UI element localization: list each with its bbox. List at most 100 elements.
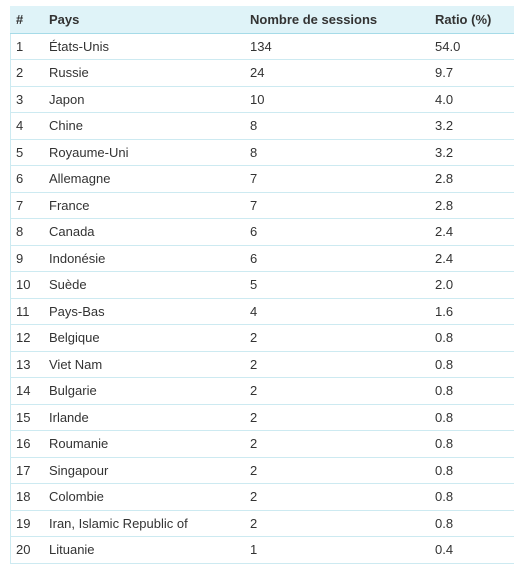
table-row: 15 Irlande 2 0.8 <box>10 404 514 431</box>
table-row: 5 Royaume-Uni 8 3.2 <box>10 139 514 166</box>
column-header-ratio: Ratio (%) <box>429 6 514 34</box>
sessions-cell: 2 <box>244 377 429 405</box>
sessions-cell: 7 <box>244 165 429 193</box>
country-cell: Chine <box>43 112 244 140</box>
rank-cell: 5 <box>10 139 43 166</box>
column-header-rank: # <box>10 6 43 34</box>
column-header-sessions: Nombre de sessions <box>244 6 429 34</box>
table-row: 6 Allemagne 7 2.8 <box>10 165 514 193</box>
rank-cell: 19 <box>10 510 43 537</box>
country-cell: États-Unis <box>43 33 244 60</box>
ratio-cell: 2.4 <box>429 245 514 272</box>
country-cell: Allemagne <box>43 165 244 193</box>
table-row: 2 Russie 24 9.7 <box>10 59 514 87</box>
ratio-cell: 3.2 <box>429 139 514 166</box>
sessions-cell: 24 <box>244 59 429 87</box>
table-row: 19 Iran, Islamic Republic of 2 0.8 <box>10 510 514 537</box>
country-cell: Singapour <box>43 457 244 484</box>
table-row: 12 Belgique 2 0.8 <box>10 324 514 352</box>
ratio-cell: 54.0 <box>429 33 514 60</box>
country-cell: Russie <box>43 59 244 87</box>
table-row: 11 Pays-Bas 4 1.6 <box>10 298 514 325</box>
table-row: 20 Lituanie 1 0.4 <box>10 536 514 564</box>
rank-cell: 20 <box>10 536 43 564</box>
table-row: 4 Chine 8 3.2 <box>10 112 514 140</box>
sessions-cell: 6 <box>244 218 429 246</box>
sessions-cell: 4 <box>244 298 429 325</box>
table-row: 3 Japon 10 4.0 <box>10 86 514 113</box>
country-cell: Viet Nam <box>43 351 244 378</box>
table-row: 1 États-Unis 134 54.0 <box>10 33 514 60</box>
rank-cell: 7 <box>10 192 43 219</box>
ratio-cell: 0.8 <box>429 351 514 378</box>
table-header-row: # Pays Nombre de sessions Ratio (%) <box>10 6 514 34</box>
ratio-cell: 4.0 <box>429 86 514 113</box>
country-cell: Japon <box>43 86 244 113</box>
sessions-cell: 2 <box>244 404 429 431</box>
rank-cell: 4 <box>10 112 43 140</box>
rank-cell: 9 <box>10 245 43 272</box>
table-row: 8 Canada 6 2.4 <box>10 218 514 246</box>
ratio-cell: 0.8 <box>429 430 514 458</box>
country-cell: Royaume-Uni <box>43 139 244 166</box>
ratio-cell: 0.8 <box>429 510 514 537</box>
rank-cell: 3 <box>10 86 43 113</box>
rank-cell: 13 <box>10 351 43 378</box>
ratio-cell: 0.8 <box>429 404 514 431</box>
rank-cell: 1 <box>10 33 43 60</box>
ratio-cell: 2.0 <box>429 271 514 299</box>
country-cell: France <box>43 192 244 219</box>
rank-cell: 14 <box>10 377 43 405</box>
sessions-cell: 8 <box>244 112 429 140</box>
ratio-cell: 1.6 <box>429 298 514 325</box>
rank-cell: 10 <box>10 271 43 299</box>
country-cell: Canada <box>43 218 244 246</box>
ratio-cell: 0.4 <box>429 536 514 564</box>
rank-cell: 11 <box>10 298 43 325</box>
sessions-cell: 5 <box>244 271 429 299</box>
sessions-cell: 6 <box>244 245 429 272</box>
country-cell: Belgique <box>43 324 244 352</box>
ratio-cell: 0.8 <box>429 483 514 511</box>
rank-cell: 15 <box>10 404 43 431</box>
rank-cell: 6 <box>10 165 43 193</box>
ratio-cell: 2.4 <box>429 218 514 246</box>
rank-cell: 16 <box>10 430 43 458</box>
table-row: 9 Indonésie 6 2.4 <box>10 245 514 272</box>
country-cell: Roumanie <box>43 430 244 458</box>
ratio-cell: 0.8 <box>429 324 514 352</box>
sessions-cell: 1 <box>244 536 429 564</box>
sessions-cell: 2 <box>244 430 429 458</box>
sessions-cell: 2 <box>244 510 429 537</box>
country-cell: Iran, Islamic Republic of <box>43 510 244 537</box>
country-cell: Suède <box>43 271 244 299</box>
sessions-cell: 10 <box>244 86 429 113</box>
rank-cell: 18 <box>10 483 43 511</box>
table-row: 18 Colombie 2 0.8 <box>10 483 514 511</box>
country-cell: Lituanie <box>43 536 244 564</box>
table-row: 14 Bulgarie 2 0.8 <box>10 377 514 405</box>
ratio-cell: 3.2 <box>429 112 514 140</box>
table-row: 13 Viet Nam 2 0.8 <box>10 351 514 378</box>
sessions-cell: 2 <box>244 457 429 484</box>
country-cell: Indonésie <box>43 245 244 272</box>
rank-cell: 2 <box>10 59 43 87</box>
ratio-cell: 0.8 <box>429 377 514 405</box>
sessions-by-country-table: # Pays Nombre de sessions Ratio (%) 1 Éta… <box>10 6 514 564</box>
table-row: 10 Suède 5 2.0 <box>10 271 514 299</box>
rank-cell: 12 <box>10 324 43 352</box>
sessions-cell: 134 <box>244 33 429 60</box>
country-cell: Colombie <box>43 483 244 511</box>
column-header-country: Pays <box>43 6 244 34</box>
country-cell: Irlande <box>43 404 244 431</box>
rank-cell: 17 <box>10 457 43 484</box>
rank-cell: 8 <box>10 218 43 246</box>
table-row: 16 Roumanie 2 0.8 <box>10 430 514 458</box>
table-row: 17 Singapour 2 0.8 <box>10 457 514 484</box>
table-row: 7 France 7 2.8 <box>10 192 514 219</box>
ratio-cell: 9.7 <box>429 59 514 87</box>
country-cell: Bulgarie <box>43 377 244 405</box>
ratio-cell: 2.8 <box>429 165 514 193</box>
ratio-cell: 2.8 <box>429 192 514 219</box>
